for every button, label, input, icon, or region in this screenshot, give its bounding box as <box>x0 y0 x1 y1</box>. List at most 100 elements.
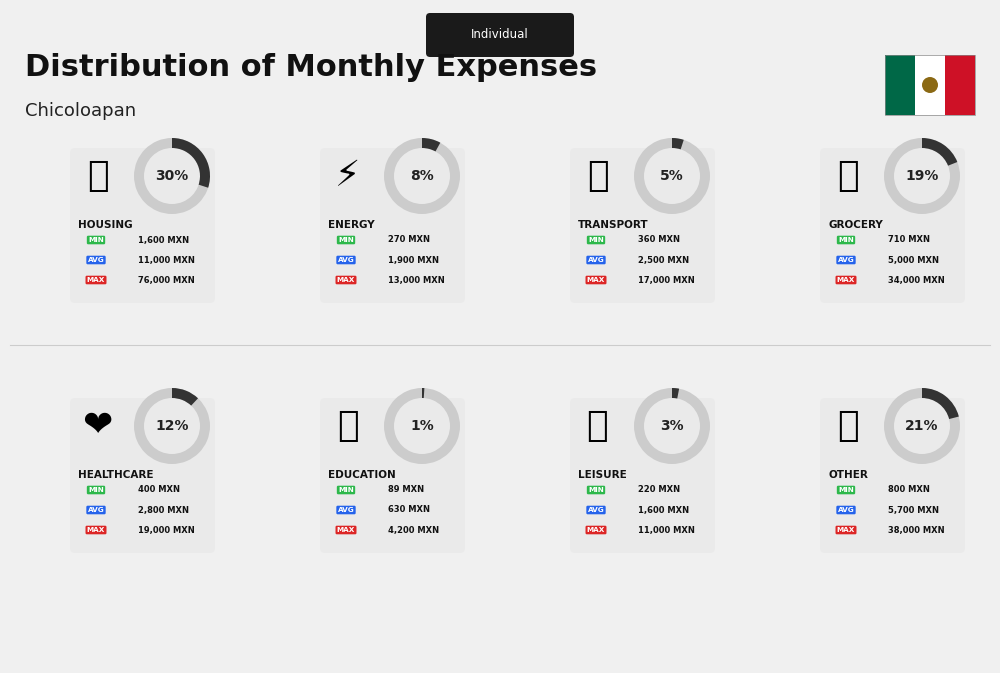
Text: 5,700 MXN: 5,700 MXN <box>888 505 939 514</box>
Wedge shape <box>922 138 957 166</box>
Text: 710 MXN: 710 MXN <box>888 236 930 244</box>
Wedge shape <box>634 388 710 464</box>
Text: 🛍️: 🛍️ <box>587 409 609 443</box>
Text: 360 MXN: 360 MXN <box>638 236 680 244</box>
Text: GROCERY: GROCERY <box>828 220 883 230</box>
Text: MIN: MIN <box>88 487 104 493</box>
Text: 89 MXN: 89 MXN <box>388 485 424 495</box>
Text: 5,000 MXN: 5,000 MXN <box>888 256 939 264</box>
Text: 1,600 MXN: 1,600 MXN <box>638 505 689 514</box>
Text: TRANSPORT: TRANSPORT <box>578 220 649 230</box>
Text: 4,200 MXN: 4,200 MXN <box>388 526 439 534</box>
Text: Individual: Individual <box>471 28 529 42</box>
Text: OTHER: OTHER <box>828 470 868 480</box>
Text: 800 MXN: 800 MXN <box>888 485 930 495</box>
Text: AVG: AVG <box>588 257 604 263</box>
Text: ⚡: ⚡ <box>335 159 361 193</box>
Text: AVG: AVG <box>338 507 354 513</box>
FancyBboxPatch shape <box>70 148 215 303</box>
Wedge shape <box>384 138 460 214</box>
Text: 🛒: 🛒 <box>837 159 859 193</box>
FancyBboxPatch shape <box>820 398 965 553</box>
Text: 🚌: 🚌 <box>587 159 609 193</box>
Text: 💰: 💰 <box>837 409 859 443</box>
Text: 1%: 1% <box>410 419 434 433</box>
Text: 12%: 12% <box>155 419 189 433</box>
Text: MAX: MAX <box>587 277 605 283</box>
Wedge shape <box>884 138 960 214</box>
Text: MAX: MAX <box>87 527 105 533</box>
Text: AVG: AVG <box>588 507 604 513</box>
FancyBboxPatch shape <box>570 398 715 553</box>
Text: 8%: 8% <box>410 169 434 183</box>
Text: HOUSING: HOUSING <box>78 220 133 230</box>
Wedge shape <box>422 388 424 398</box>
Text: Chicoloapan: Chicoloapan <box>25 102 136 120</box>
Text: 1,600 MXN: 1,600 MXN <box>138 236 189 244</box>
Text: 2,800 MXN: 2,800 MXN <box>138 505 189 514</box>
Wedge shape <box>672 388 679 398</box>
Text: ENERGY: ENERGY <box>328 220 375 230</box>
Wedge shape <box>922 388 959 419</box>
Bar <box>885 55 915 115</box>
Text: MIN: MIN <box>838 237 854 243</box>
Text: AVG: AVG <box>838 507 854 513</box>
Text: EDUCATION: EDUCATION <box>328 470 396 480</box>
Text: MIN: MIN <box>338 487 354 493</box>
Text: MIN: MIN <box>588 237 604 243</box>
Text: AVG: AVG <box>88 257 104 263</box>
Text: 30%: 30% <box>155 169 189 183</box>
Text: 🎓: 🎓 <box>337 409 359 443</box>
Text: 34,000 MXN: 34,000 MXN <box>888 275 945 285</box>
Wedge shape <box>172 388 198 406</box>
Text: MAX: MAX <box>87 277 105 283</box>
Text: 400 MXN: 400 MXN <box>138 485 180 495</box>
FancyBboxPatch shape <box>820 148 965 303</box>
Bar <box>945 55 975 115</box>
Bar <box>885 55 975 115</box>
Text: 270 MXN: 270 MXN <box>388 236 430 244</box>
Text: 🏢: 🏢 <box>87 159 109 193</box>
Text: 3%: 3% <box>660 419 684 433</box>
Text: MAX: MAX <box>837 527 855 533</box>
Text: AVG: AVG <box>838 257 854 263</box>
Text: MAX: MAX <box>837 277 855 283</box>
Text: AVG: AVG <box>338 257 354 263</box>
Wedge shape <box>422 138 440 151</box>
Text: AVG: AVG <box>88 507 104 513</box>
FancyBboxPatch shape <box>320 148 465 303</box>
Wedge shape <box>384 388 460 464</box>
Wedge shape <box>172 138 210 188</box>
Text: MAX: MAX <box>337 527 355 533</box>
FancyBboxPatch shape <box>320 398 465 553</box>
Text: 19,000 MXN: 19,000 MXN <box>138 526 195 534</box>
Text: MAX: MAX <box>337 277 355 283</box>
Text: 630 MXN: 630 MXN <box>388 505 430 514</box>
Text: 11,000 MXN: 11,000 MXN <box>138 256 195 264</box>
Text: 11,000 MXN: 11,000 MXN <box>638 526 695 534</box>
Text: 21%: 21% <box>905 419 939 433</box>
Text: 5%: 5% <box>660 169 684 183</box>
Text: 1,900 MXN: 1,900 MXN <box>388 256 439 264</box>
Text: 13,000 MXN: 13,000 MXN <box>388 275 445 285</box>
FancyBboxPatch shape <box>570 148 715 303</box>
Wedge shape <box>134 138 210 214</box>
Text: LEISURE: LEISURE <box>578 470 627 480</box>
Wedge shape <box>634 138 710 214</box>
Text: MIN: MIN <box>88 237 104 243</box>
Text: 76,000 MXN: 76,000 MXN <box>138 275 195 285</box>
Text: 19%: 19% <box>905 169 939 183</box>
FancyBboxPatch shape <box>426 13 574 57</box>
Text: MIN: MIN <box>588 487 604 493</box>
Wedge shape <box>884 388 960 464</box>
Text: Distribution of Monthly Expenses: Distribution of Monthly Expenses <box>25 53 597 83</box>
Text: 17,000 MXN: 17,000 MXN <box>638 275 695 285</box>
Text: 38,000 MXN: 38,000 MXN <box>888 526 945 534</box>
Bar <box>915 55 945 115</box>
Text: MIN: MIN <box>838 487 854 493</box>
Text: 2,500 MXN: 2,500 MXN <box>638 256 689 264</box>
Text: HEALTHCARE: HEALTHCARE <box>78 470 154 480</box>
Wedge shape <box>672 138 684 149</box>
Text: MIN: MIN <box>338 237 354 243</box>
Text: MAX: MAX <box>587 527 605 533</box>
